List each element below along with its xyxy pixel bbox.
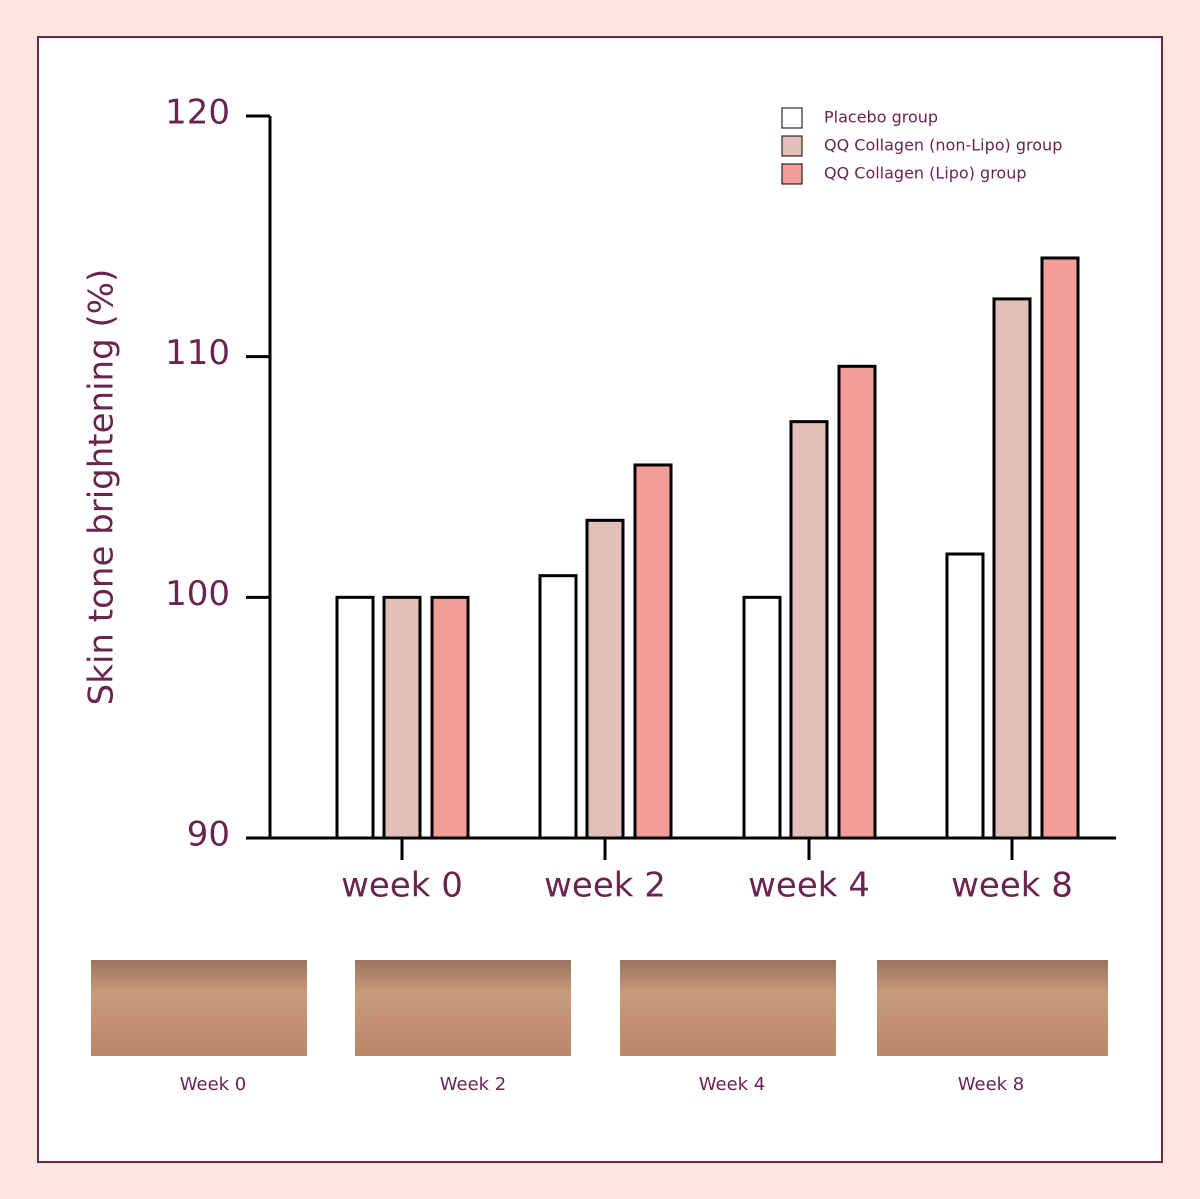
x-tick-label: week 2 — [544, 866, 666, 906]
photo — [355, 960, 571, 1056]
photo-caption: Week 0 — [180, 1074, 247, 1095]
photo-caption: Week 8 — [958, 1074, 1025, 1095]
bar — [789, 420, 829, 840]
x-tick-label: week 4 — [748, 866, 870, 906]
legend-label: QQ Collagen (Lipo) group — [824, 164, 1027, 183]
legend-swatch — [781, 135, 803, 157]
bar — [335, 595, 375, 840]
bar — [538, 574, 578, 840]
bar — [633, 463, 673, 840]
photo-strip — [91, 960, 1108, 1056]
bar — [837, 364, 877, 840]
legend-swatch — [781, 107, 803, 129]
bar — [382, 595, 422, 840]
x-tick-label: week 8 — [951, 866, 1073, 906]
bar — [742, 595, 782, 840]
photo-caption: Week 4 — [699, 1074, 766, 1095]
x-tick-label: week 0 — [341, 866, 463, 906]
legend-swatch — [781, 163, 803, 185]
y-tick-label: 120 — [165, 93, 230, 133]
y-tick-label: 90 — [187, 815, 230, 855]
y-tick-label: 100 — [165, 574, 230, 614]
legend-label: QQ Collagen (non-Lipo) group — [824, 136, 1062, 155]
legend-label: Placebo group — [824, 108, 938, 127]
y-axis-label: Skin tone brightening (%) — [82, 269, 122, 706]
photo — [91, 960, 307, 1056]
bar — [945, 552, 985, 840]
y-tick-label: 110 — [165, 333, 230, 373]
bar — [585, 518, 625, 840]
photo-caption: Week 2 — [440, 1074, 507, 1095]
photo — [620, 960, 836, 1056]
bar — [1040, 256, 1080, 840]
bar — [992, 297, 1032, 840]
bar — [430, 595, 470, 840]
photo — [877, 960, 1108, 1056]
